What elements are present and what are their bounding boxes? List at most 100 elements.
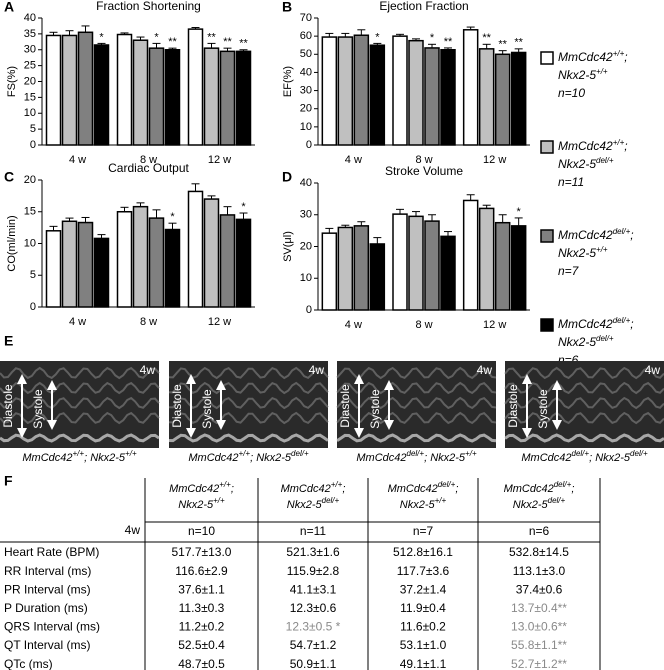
significance: ** (207, 31, 216, 43)
legend-swatch (540, 318, 554, 332)
bar (337, 36, 354, 146)
bar (440, 235, 456, 311)
legend-swatch (540, 51, 554, 65)
legend-swatch (540, 140, 554, 154)
y-tick-label: 0 (30, 301, 36, 313)
y-tick-label: 40 (300, 66, 312, 78)
systole-label: Systole (536, 389, 550, 429)
table-cell: 53.1±1.0 (400, 638, 447, 652)
significance: ** (168, 36, 177, 48)
row-label: P Duration (ms) (4, 601, 88, 615)
bar (219, 214, 236, 308)
table-cell: 48.7±0.5 (178, 657, 225, 670)
bar (203, 198, 220, 308)
echo-band (168, 433, 329, 443)
bar (424, 47, 440, 146)
systole-label: Systole (200, 389, 214, 429)
column-header: MmCdc42del/+; Nkx2-5+/+ (388, 480, 459, 511)
panel-label: C (4, 169, 14, 185)
significance: * (241, 201, 246, 213)
row-label: QRS Interval (ms) (4, 620, 100, 634)
bar (132, 205, 149, 308)
legend-label: MmCdc42del/+; Nkx2-5+/+ (558, 227, 634, 261)
n-cell: n=10 (188, 524, 215, 538)
y-tick-label: 20 (300, 240, 312, 252)
bar (61, 34, 78, 146)
bar (478, 207, 495, 311)
y-tick-label: 5 (30, 269, 36, 281)
bar (392, 213, 408, 311)
bar (235, 218, 252, 308)
column-header: MmCdc42del/+; Nkx2-5del/+ (504, 480, 575, 511)
bar (462, 29, 479, 146)
table-cell: 52.7±1.2** (511, 657, 567, 670)
y-tick-label: 10 (300, 272, 312, 284)
y-tick-label: 20 (300, 103, 312, 115)
x-tick-label: 4 w (345, 319, 362, 331)
image-caption: MmCdc42del/+; Nkx2-5+/+ (356, 449, 477, 464)
bar (353, 34, 370, 146)
timepoint-tag: 4w (140, 363, 156, 377)
y-tick-label: 30 (300, 209, 312, 221)
table-cell: 521.3±1.6 (286, 545, 340, 559)
echo-band (336, 433, 497, 443)
table-cell: 11.9±0.4 (400, 601, 446, 615)
y-tick-label: 50 (300, 48, 312, 60)
x-tick-label: 4 w (69, 316, 86, 328)
bar (494, 53, 511, 146)
bar (337, 226, 354, 311)
bar (510, 225, 527, 311)
diastole-label: Diastole (506, 384, 520, 428)
y-tick-label: 30 (300, 84, 312, 96)
significance: ** (514, 37, 523, 49)
bar (235, 50, 252, 146)
y-tick-label: 15 (24, 91, 36, 103)
y-tick-label: 15 (24, 206, 36, 218)
table-cell: 11.6±0.2 (400, 620, 446, 634)
table-cell: 512.8±16.1 (393, 545, 453, 559)
significance: ** (482, 32, 491, 44)
panel-label: E (4, 333, 13, 349)
bar (424, 220, 440, 311)
bar (116, 211, 133, 308)
bar (116, 33, 133, 146)
table-cell: 13.7±0.4** (511, 601, 567, 615)
y-axis-title: CO(ml/min) (6, 215, 18, 271)
y-tick-label: 0 (30, 139, 36, 151)
bar (510, 51, 527, 146)
x-tick-label: 8 w (415, 319, 432, 331)
y-axis-title: SV(μl) (282, 231, 294, 262)
bar (187, 28, 204, 146)
table-cell: 54.7±1.2 (290, 638, 337, 652)
y-tick-label: 10 (24, 107, 36, 119)
row-label: PR Interval (ms) (4, 582, 91, 596)
significance: ** (498, 39, 507, 51)
significance: ** (444, 36, 453, 48)
bar (494, 221, 511, 311)
significance: * (99, 31, 104, 43)
legend-label: MmCdc42+/+; Nkx2-5del/+ (558, 138, 628, 172)
table-cell: 11.3±0.3 (179, 601, 225, 615)
bar (392, 35, 408, 146)
bar (148, 217, 165, 308)
n-cell: n=7 (413, 524, 434, 538)
bar (45, 230, 62, 308)
systole-label: Systole (31, 389, 45, 429)
timepoint-tag: 4w (645, 363, 661, 377)
y-tick-label: 20 (24, 174, 36, 186)
timepoint: 4w (125, 523, 141, 537)
bar (77, 221, 94, 308)
image-caption: MmCdc42del/+; Nkx2-5del/+ (521, 449, 648, 464)
echo-band (504, 366, 664, 380)
table-cell: 11.2±0.2 (179, 620, 225, 634)
significance: ** (223, 36, 232, 48)
table-cell: 50.9±1.1 (290, 657, 337, 670)
table-cell: 12.3±0.5 * (286, 620, 341, 634)
diastole-label: Diastole (1, 384, 15, 428)
column-header: MmCdc42+/+; Nkx2-5del/+ (281, 480, 346, 511)
bar (321, 232, 338, 311)
bar (369, 44, 386, 146)
table-cell: 37.2±1.4 (400, 582, 447, 596)
chart-title: Fraction Shortening (96, 0, 201, 13)
